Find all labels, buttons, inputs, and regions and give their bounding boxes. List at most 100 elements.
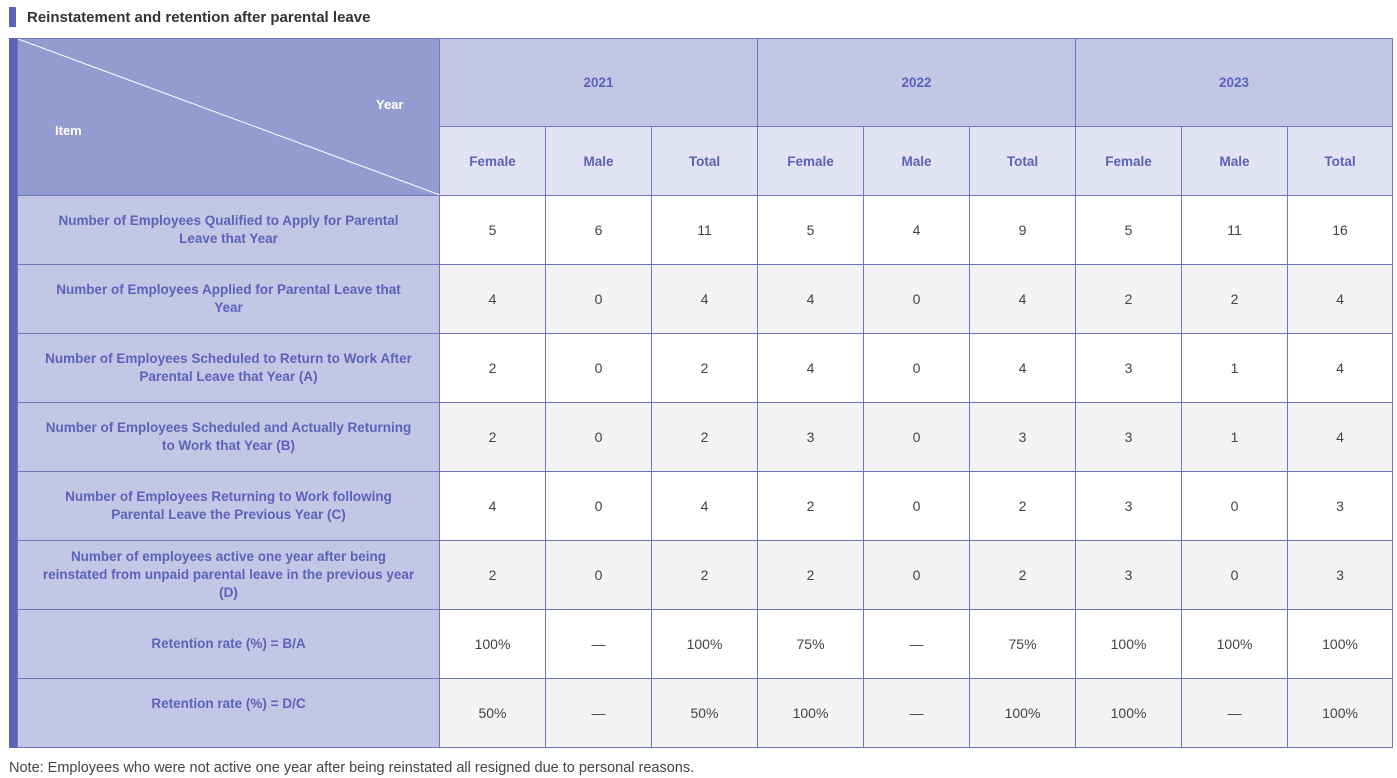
table-cell: 4	[650, 471, 759, 541]
table-cell: 4	[439, 264, 546, 334]
table-cell: 2	[969, 540, 1077, 610]
table-row: Number of Employees Scheduled and Actual…	[17, 402, 1394, 472]
table-cell: 3	[1287, 471, 1394, 541]
row-label: Number of employees active one year afte…	[17, 540, 440, 610]
table-cell: 2	[439, 402, 546, 472]
subheader-male: Male	[545, 126, 652, 196]
table-cell: 11	[650, 195, 759, 265]
table-cell: 75%	[969, 609, 1077, 679]
corner-year-label: Year	[376, 97, 404, 112]
table-cell: 0	[545, 540, 652, 610]
corner-diagonal-line	[18, 39, 440, 195]
table-cell: 50%	[439, 678, 546, 748]
table-row: Retention rate (%) = D/C 50% —50% 100% —100%…	[17, 678, 1394, 748]
subheader-male: Male	[863, 126, 971, 196]
table-row: Number of employees active one year afte…	[17, 540, 1394, 610]
table-cell: 0	[545, 402, 652, 472]
table-cell: 2	[650, 540, 759, 610]
table-cell: 2	[650, 402, 759, 472]
table-cell: 1	[1181, 402, 1289, 472]
row-label: Number of Employees Returning to Work fo…	[17, 471, 440, 541]
table-cell: 3	[1075, 402, 1183, 472]
parental-leave-table-wrapper: Year Item 2021 2022 2023 Female Male Tot…	[9, 38, 1394, 748]
table-cell: 3	[757, 402, 865, 472]
table-cell: 4	[1287, 333, 1394, 403]
table-row: Number of Employees Returning to Work fo…	[17, 471, 1394, 541]
table-cell: 0	[545, 471, 652, 541]
section-title: Reinstatement and retention after parent…	[9, 7, 370, 27]
table-cell: —	[545, 609, 652, 679]
table-cell: 3	[1075, 471, 1183, 541]
year-header-2021: 2021	[438, 38, 759, 127]
subheader-female: Female	[1075, 126, 1183, 196]
row-label: Retention rate (%) = B/A	[17, 609, 440, 679]
table-cell: 4	[650, 264, 759, 334]
table-cell: 4	[757, 333, 865, 403]
table-cell: 2	[1181, 264, 1289, 334]
page-title: Reinstatement and retention after parent…	[27, 8, 371, 26]
year-header-2022: 2022	[757, 38, 1077, 127]
table-cell: 2	[439, 333, 546, 403]
subheader-total: Total	[650, 126, 759, 196]
table-cell: 0	[863, 540, 971, 610]
table-cell: 2	[969, 471, 1077, 541]
table-cell: 100%	[757, 678, 865, 748]
table-cell: 0	[1181, 540, 1289, 610]
table-cell: 4	[757, 264, 865, 334]
footnote: Note: Employees who were not active one …	[9, 760, 695, 776]
table-cell: 0	[1181, 471, 1289, 541]
table-cell: 4	[863, 195, 971, 265]
table-cell: 6	[545, 195, 652, 265]
table-cell: 5	[757, 195, 865, 265]
subheader-total: Total	[969, 126, 1077, 196]
table-cell: 4	[1287, 264, 1394, 334]
table-cell: 0	[545, 333, 652, 403]
table-cell: 4	[969, 264, 1077, 334]
table-accent-bar	[9, 38, 17, 748]
table-cell: 75%	[757, 609, 865, 679]
row-label: Retention rate (%) = D/C	[17, 678, 440, 748]
table-cell: 3	[1075, 333, 1183, 403]
table-cell: 0	[545, 264, 652, 334]
table-cell: 50%	[650, 678, 759, 748]
year-header-2023: 2023	[1075, 38, 1394, 127]
table-row: Number of Employees Qualified to Apply f…	[17, 195, 1394, 265]
table-cell: 100%	[439, 609, 546, 679]
table-cell: 100%	[1287, 678, 1394, 748]
table-cell: 5	[439, 195, 546, 265]
table-cell: —	[1181, 678, 1289, 748]
table-body: Number of Employees Qualified to Apply f…	[17, 195, 1394, 748]
row-label: Number of Employees Qualified to Apply f…	[17, 195, 440, 265]
table-cell: 100%	[1075, 678, 1183, 748]
table-row: Number of Employees Scheduled to Return …	[17, 333, 1394, 403]
table-cell: 100%	[1181, 609, 1289, 679]
table-cell: 2	[650, 333, 759, 403]
table-cell: 4	[439, 471, 546, 541]
table-cell: 0	[863, 471, 971, 541]
subheader-male: Male	[1181, 126, 1289, 196]
table-cell: 100%	[1287, 609, 1394, 679]
table-cell: 5	[1075, 195, 1183, 265]
table-cell: —	[863, 609, 971, 679]
table-cell: 3	[1287, 540, 1394, 610]
table-cell: 2	[1075, 264, 1183, 334]
table-cell: 0	[863, 402, 971, 472]
table-cell: 100%	[650, 609, 759, 679]
row-label: Number of Employees Scheduled to Return …	[17, 333, 440, 403]
table-cell: 4	[969, 333, 1077, 403]
table-cell: 3	[969, 402, 1077, 472]
subheader-total: Total	[1287, 126, 1394, 196]
table-cell: 0	[863, 333, 971, 403]
row-label: Number of Employees Scheduled and Actual…	[17, 402, 440, 472]
table-row: Number of Employees Applied for Parental…	[17, 264, 1394, 334]
table-cell: 2	[757, 471, 865, 541]
table-cell: 100%	[1075, 609, 1183, 679]
table-cell: 16	[1287, 195, 1394, 265]
corner-item-label: Item	[55, 123, 82, 138]
table-cell: 2	[439, 540, 546, 610]
table-cell: 0	[863, 264, 971, 334]
table-row: Retention rate (%) = B/A 100% —100% 75% —75%…	[17, 609, 1394, 679]
table-cell: 4	[1287, 402, 1394, 472]
corner-header-cell: Year Item	[17, 38, 440, 196]
parental-leave-table: Year Item 2021 2022 2023 Female Male Tot…	[17, 38, 1394, 748]
